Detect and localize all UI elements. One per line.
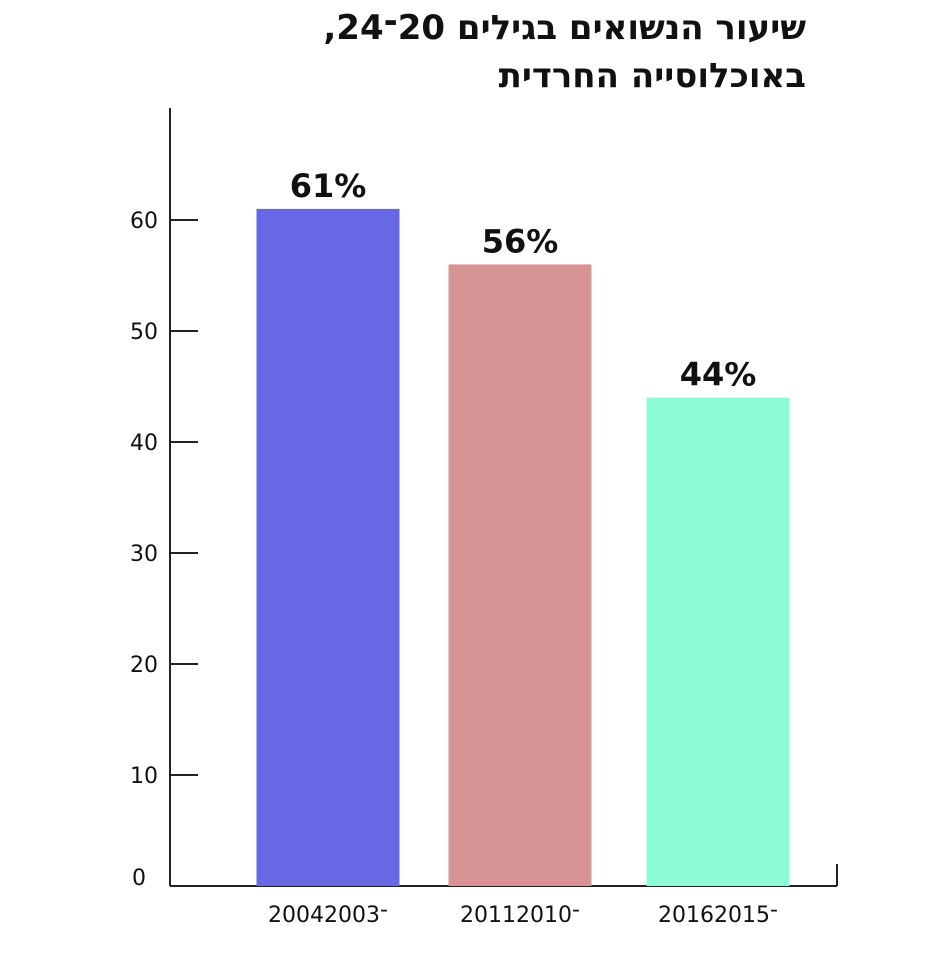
bar bbox=[646, 397, 790, 886]
bar bbox=[256, 208, 400, 886]
y-tick-label: 0 bbox=[132, 866, 146, 891]
x-category-label: 2011־2010 bbox=[460, 903, 580, 928]
y-tick-label: 40 bbox=[130, 431, 158, 456]
data-label: 44% bbox=[680, 356, 757, 394]
y-tick-label: 30 bbox=[130, 542, 158, 567]
chart-title-line-2: באוכלוסייה החרדית bbox=[498, 56, 806, 96]
chart-title: שיעור הנשואים בגילים 20־24, באוכלוסייה ה… bbox=[106, 4, 806, 100]
y-tick-label: 50 bbox=[130, 320, 158, 345]
data-label: 61% bbox=[290, 167, 367, 205]
y-axis-ticks: 0 10 20 30 40 50 60 bbox=[130, 209, 198, 891]
bar bbox=[448, 264, 592, 886]
y-tick-label: 60 bbox=[130, 209, 158, 234]
y-tick-label: 10 bbox=[130, 764, 158, 789]
x-category-label: 2016־2015 bbox=[658, 903, 778, 928]
label-group: 61% 2004־2003 56% 2011־2010 44% 2016־2015 bbox=[268, 167, 778, 928]
bar-group bbox=[256, 208, 790, 886]
data-label: 56% bbox=[482, 222, 559, 260]
y-tick-label: 20 bbox=[130, 653, 158, 678]
x-category-label: 2004־2003 bbox=[268, 903, 388, 928]
chart-title-line-1: שיעור הנשואים בגילים 20־24, bbox=[323, 8, 806, 48]
